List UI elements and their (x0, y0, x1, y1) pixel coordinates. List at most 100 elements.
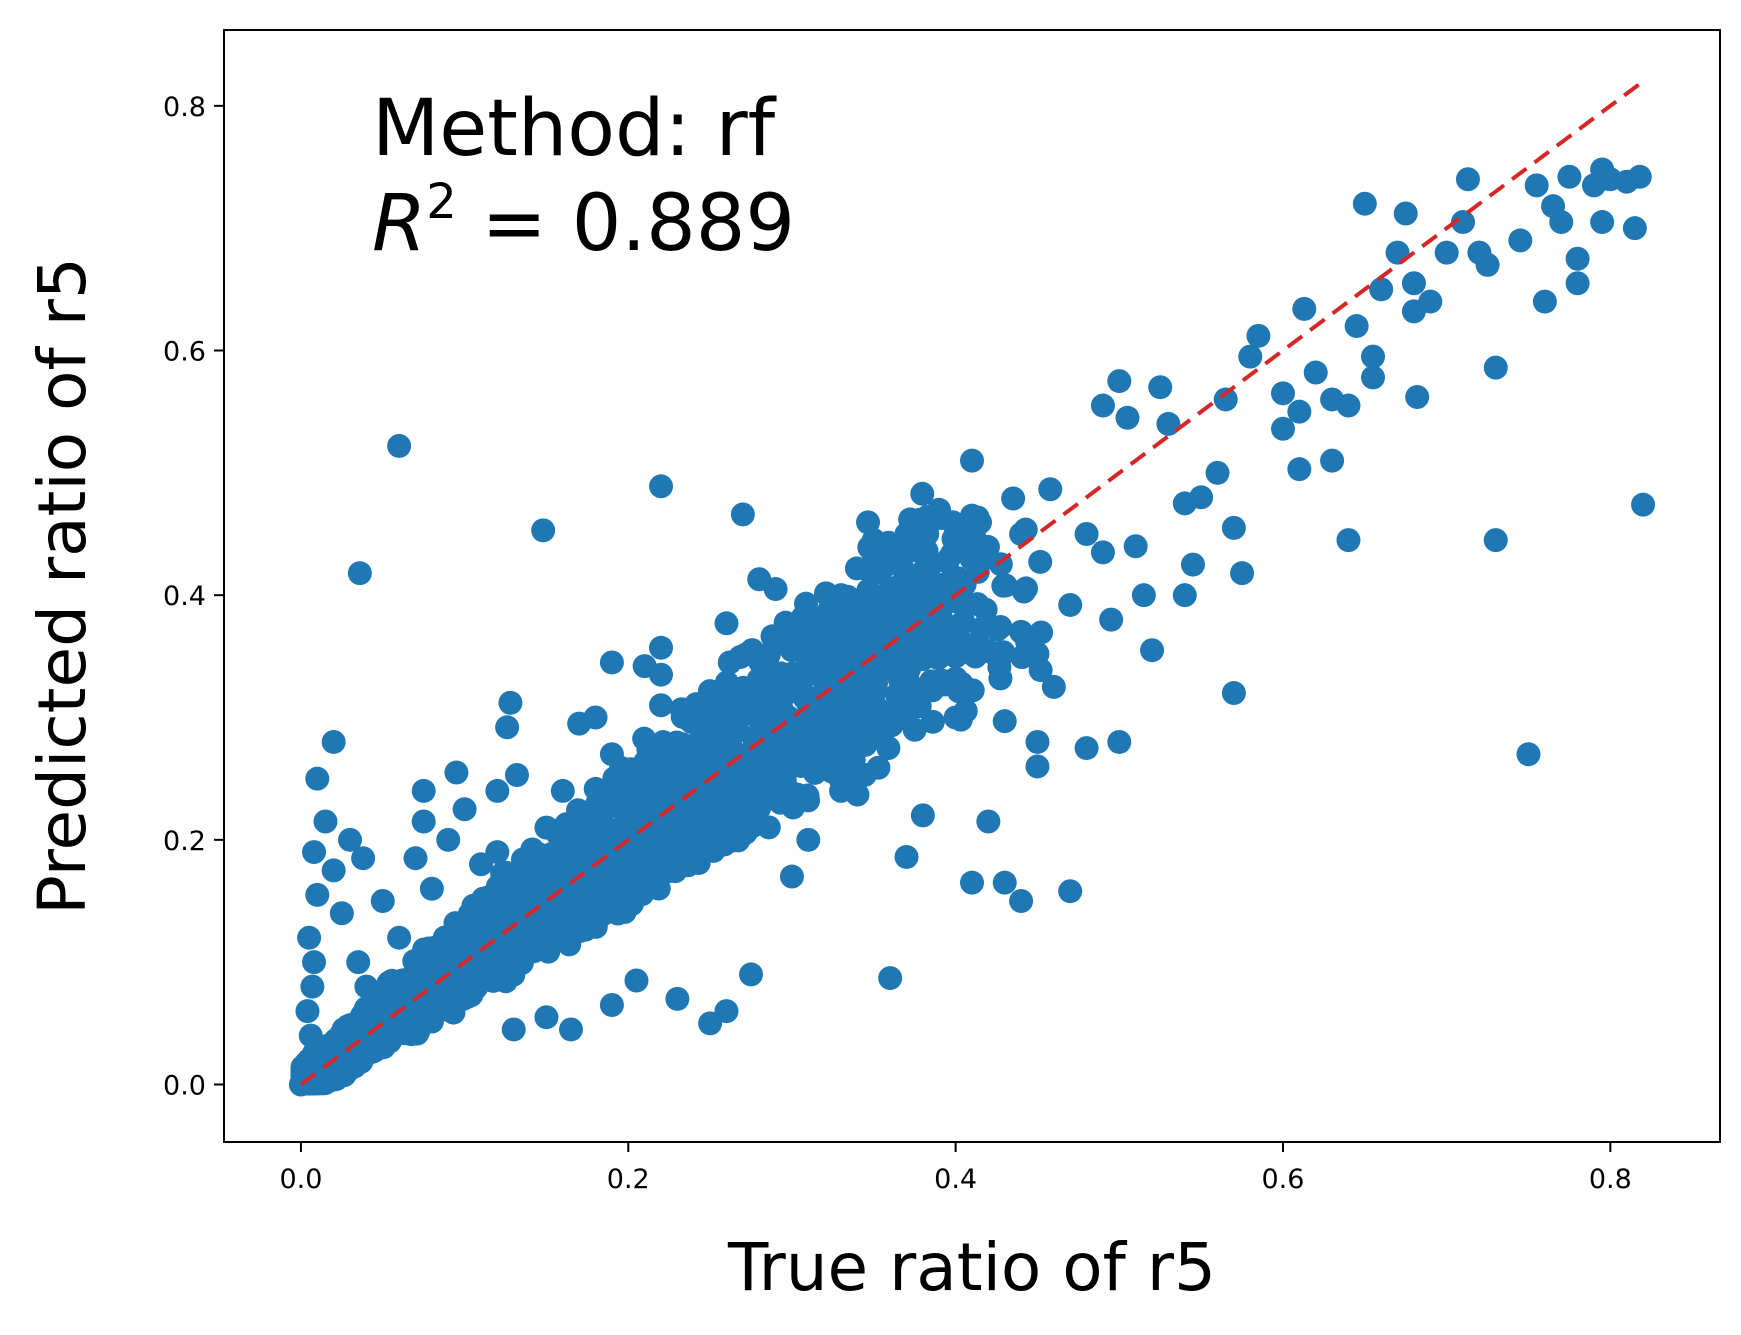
scatter-point (856, 578, 881, 603)
scatter-point (531, 518, 556, 543)
scatter-point (534, 1005, 559, 1030)
scatter-point (411, 809, 436, 834)
scatter-point (1090, 540, 1115, 565)
scatter-point (785, 742, 810, 767)
scatter-point (1270, 381, 1295, 406)
scatter-point (733, 820, 758, 845)
scatter-point (1189, 485, 1214, 510)
scatter-point (321, 858, 346, 883)
scatter-point (1549, 210, 1574, 235)
scatter-point (963, 644, 988, 669)
scatter-point (370, 889, 395, 914)
scatter-point (772, 682, 797, 707)
scatter-point (1238, 344, 1263, 369)
scatter-point (1557, 164, 1582, 189)
scatter-point (837, 588, 862, 613)
scatter-point (550, 778, 575, 803)
x-tick-label: 0.0 (279, 1164, 322, 1195)
x-axis: 0.0 0.2 0.4 0.6 0.8 (279, 1142, 1632, 1195)
scatter-point (1131, 583, 1156, 608)
scatter-point (707, 738, 732, 763)
scatter-point (689, 831, 714, 856)
scatter-point (385, 1020, 410, 1045)
scatter-point (731, 780, 756, 805)
scatter-point (1336, 528, 1361, 553)
scatter-point (1287, 457, 1312, 482)
y-tick-label: 0.2 (163, 826, 206, 857)
scatter-point (852, 762, 877, 787)
scatter-point (1565, 246, 1590, 271)
scatter-point (1115, 405, 1140, 430)
plot-frame (223, 29, 1721, 1143)
scatter-point (887, 667, 912, 692)
scatter-point (689, 721, 714, 746)
scatter-point (658, 769, 683, 794)
scatter-point (861, 620, 886, 645)
scatter-point (571, 853, 596, 878)
scatter-point (403, 846, 428, 871)
scatter-point (300, 974, 325, 999)
scatter-point (305, 882, 330, 907)
y-tick-label: 0.8 (163, 92, 206, 123)
scatter-point (1140, 638, 1165, 663)
scatter-point (827, 711, 852, 736)
scatter-point (714, 611, 739, 636)
scatter-point (973, 597, 998, 622)
scatter-point (746, 667, 771, 692)
scatter-point (845, 782, 870, 807)
scatter-point (1123, 534, 1148, 559)
scatter-point (1565, 271, 1590, 296)
scatter-point (297, 925, 322, 950)
scatter-point (1180, 552, 1205, 577)
scatter-point (825, 730, 850, 755)
scatter-point (485, 942, 510, 967)
scatter-point (781, 722, 806, 747)
scatter-point (340, 1041, 365, 1066)
scatter-point (1320, 448, 1345, 473)
scatter-point (498, 690, 523, 715)
scatter-point (649, 693, 674, 718)
scatter-point (502, 876, 527, 901)
scatter-point (1028, 549, 1053, 574)
scatter-point (805, 634, 830, 659)
scatter-point (313, 809, 338, 834)
scatter-point (1172, 583, 1197, 608)
scatter-point (1369, 277, 1394, 302)
scatter-point (1418, 289, 1443, 314)
scatter-point (698, 695, 723, 720)
scatter-point (960, 448, 984, 473)
scatter-point (920, 643, 945, 668)
scatter-point (624, 968, 649, 993)
x-tick-label: 0.4 (934, 1164, 977, 1195)
scatter-point (599, 650, 624, 675)
y-tick-label: 0.6 (163, 337, 206, 368)
scatter-point (1393, 201, 1418, 226)
scatter-point (698, 1011, 723, 1036)
x-tick-label: 0.6 (1262, 1164, 1305, 1195)
scatter-point (305, 766, 330, 791)
scatter-point (419, 876, 444, 901)
scatter-point (1483, 528, 1508, 553)
y-axis: 0.0 0.2 0.4 0.6 0.8 (163, 92, 224, 1102)
scatter-point (613, 812, 638, 837)
scatter-point (584, 834, 609, 859)
scatter-point (758, 751, 783, 776)
scatter-point (1009, 889, 1034, 914)
r2-value: = 0.889 (457, 179, 795, 269)
scatter-point (1292, 296, 1317, 321)
scatter-point (1622, 216, 1647, 241)
scatter-point (767, 703, 792, 728)
scatter-point (571, 894, 596, 919)
scatter-point (1001, 486, 1026, 511)
scatter-point (1058, 592, 1083, 617)
scatter-point (551, 859, 576, 884)
scatter-point (1270, 416, 1295, 441)
scatter-point (411, 778, 436, 803)
scatter-point (844, 556, 869, 581)
scatter-point (412, 937, 437, 962)
scatter-point (714, 999, 739, 1024)
scatter-point (1344, 314, 1369, 339)
scatter-point (1074, 736, 1099, 761)
scatter-point (446, 931, 471, 956)
